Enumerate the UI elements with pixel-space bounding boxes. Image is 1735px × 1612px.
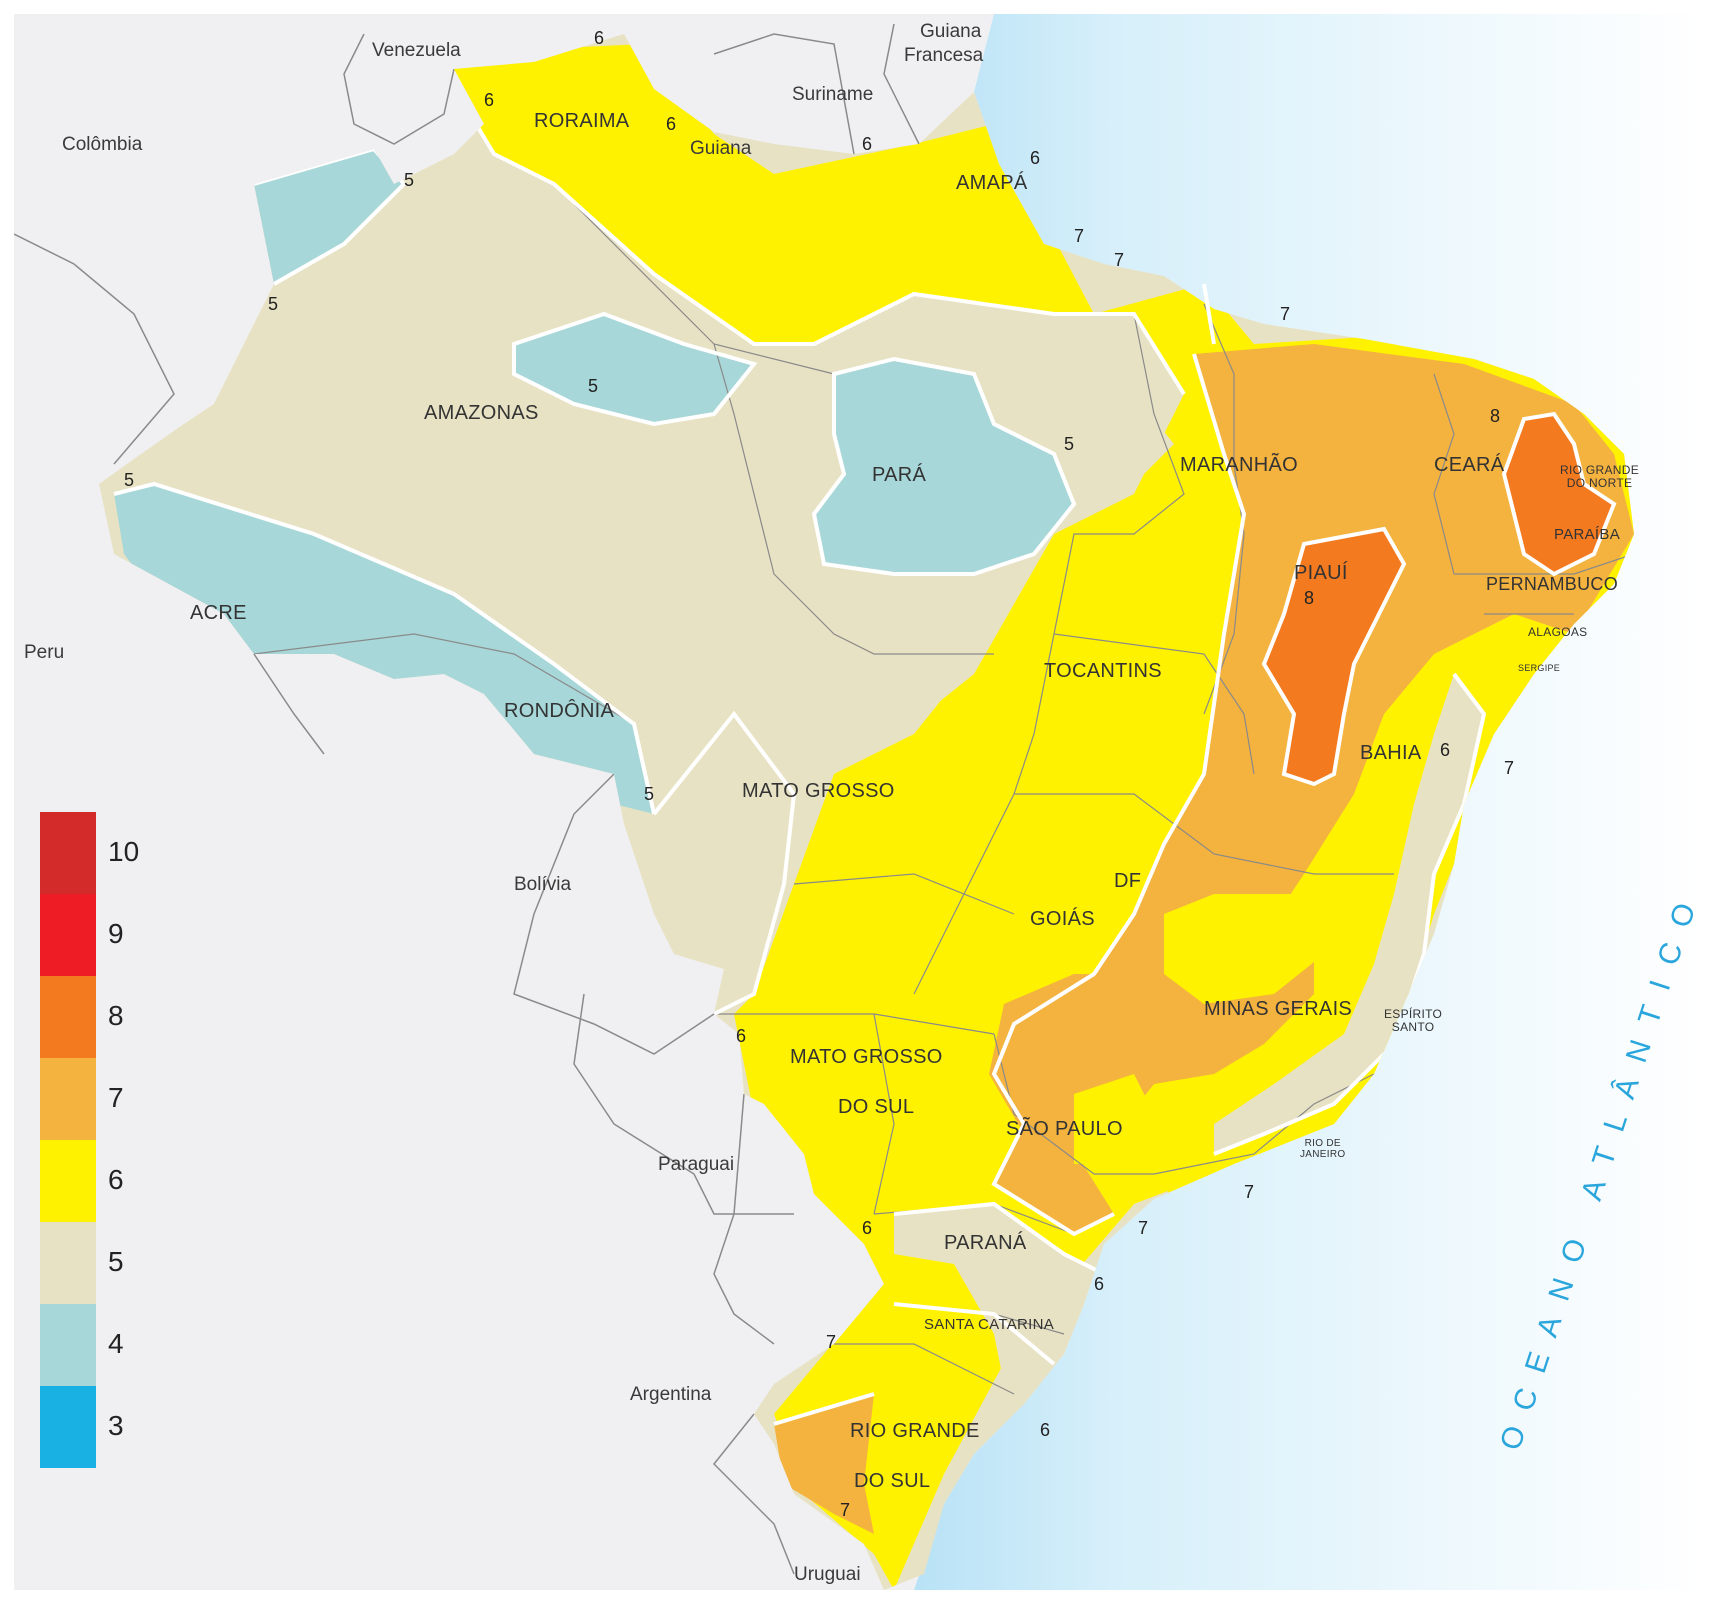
rj-line2: JANEIRO: [1300, 1149, 1346, 1160]
rgn-line1: RIO GRANDE: [1560, 463, 1640, 477]
map-canvas: [14, 14, 1704, 1590]
isoline-label: 6: [862, 1218, 873, 1238]
state-label-rio-grande-do-sul: RIO GRANDE DO SUL: [850, 1406, 980, 1506]
isoline-label: 6: [1030, 148, 1041, 168]
country-label-bolivia: Bolívia: [514, 874, 572, 895]
state-label-goias: GOIÁS: [1030, 908, 1095, 930]
country-label-uruguai: Uruguai: [794, 1564, 861, 1585]
isoline-label: 5: [1064, 434, 1075, 454]
isoline-label: 5: [268, 294, 279, 314]
state-label-mato-grosso: MATO GROSSO: [742, 780, 895, 802]
isoline-label: 5: [644, 784, 655, 804]
state-label-alagoas: ALAGOAS: [1528, 625, 1588, 639]
state-label-maranhao: MARANHÃO: [1180, 454, 1298, 476]
isoline-label: 5: [124, 470, 135, 490]
state-label-ceara: CEARÁ: [1434, 454, 1505, 476]
state-label-espirito-santo: ESPÍRITO SANTO: [1384, 1008, 1442, 1034]
isoline-label: 8: [1304, 588, 1315, 608]
isoline-label: 5: [404, 170, 415, 190]
ms-line2: DO SUL: [838, 1096, 915, 1118]
isoline-label: 6: [1040, 1420, 1051, 1440]
isoline-label: 6: [862, 134, 873, 154]
country-label-paraguai: Paraguai: [658, 1154, 735, 1175]
guiana-francesa-line2: Francesa: [904, 45, 984, 66]
state-label-bahia: BAHIA: [1360, 742, 1422, 764]
state-label-pernambuco: PERNAMBUCO: [1486, 574, 1619, 594]
legend-swatch-9: [40, 894, 96, 976]
legend-value-7: 7: [108, 1082, 124, 1113]
state-label-acre: ACRE: [190, 602, 247, 624]
isoline-label: 7: [1074, 226, 1085, 246]
legend-swatch-8: [40, 976, 96, 1058]
rj-line1: RIO DE: [1304, 1138, 1341, 1149]
state-label-df: DF: [1114, 870, 1142, 892]
legend-swatch-6: [40, 1140, 96, 1222]
state-label-amazonas: AMAZONAS: [424, 402, 539, 424]
country-label-suriname: Suriname: [792, 84, 874, 105]
state-label-para: PARÁ: [872, 464, 927, 486]
isoline-label: 7: [1138, 1218, 1149, 1238]
isoline-label: 7: [840, 1500, 851, 1520]
es-line1: ESPÍRITO: [1384, 1007, 1443, 1021]
isoline-label: 6: [666, 114, 677, 134]
state-label-sao-paulo: SÃO PAULO: [1006, 1118, 1123, 1140]
isoline-label: 6: [1094, 1274, 1105, 1294]
legend-swatch-4: [40, 1304, 96, 1386]
legend-value-8: 8: [108, 1000, 124, 1031]
state-label-mato-grosso-do-sul: MATO GROSSO DO SUL: [790, 1032, 943, 1132]
state-label-amapa: AMAPÁ: [956, 172, 1028, 194]
legend-value-3: 3: [108, 1410, 124, 1441]
state-label-rio-grande-do-norte: RIO GRANDE DO NORTE: [1560, 464, 1639, 490]
state-label-rio-de-janeiro: RIO DE JANEIRO: [1300, 1138, 1345, 1160]
legend-swatch-3: [40, 1386, 96, 1468]
legend-value-6: 6: [108, 1164, 124, 1195]
country-label-argentina: Argentina: [630, 1384, 712, 1405]
isoline-label: 7: [1504, 758, 1515, 778]
state-label-rondonia: RONDÔNIA: [504, 700, 615, 722]
isoline-label: 7: [826, 1332, 837, 1352]
state-label-minas-gerais: MINAS GERAIS: [1204, 998, 1353, 1020]
isoline-label: 7: [1280, 304, 1291, 324]
legend-swatch-10: [40, 812, 96, 894]
isoline-label: 5: [588, 376, 599, 396]
state-label-piaui: PIAUÍ: [1294, 562, 1348, 584]
rs-line1: RIO GRANDE: [850, 1420, 980, 1442]
isoline-label: 8: [1490, 406, 1501, 426]
state-label-parana: PARANÁ: [944, 1232, 1027, 1254]
isoline-label: 6: [594, 28, 605, 48]
country-label-colombia: Colômbia: [62, 134, 143, 155]
country-label-venezuela: Venezuela: [372, 40, 461, 61]
isoline-label: 7: [1114, 250, 1125, 270]
isoline-label: 6: [736, 1026, 747, 1046]
state-label-santa-catarina: SANTA CATARINA: [924, 1316, 1055, 1333]
country-label-peru: Peru: [24, 642, 65, 663]
map-frame: Venezuela Guiana Francesa Suriname Guian…: [14, 14, 1704, 1590]
isoline-label: 6: [484, 90, 495, 110]
isoline-label: 6: [1440, 740, 1451, 760]
rs-line2: DO SUL: [854, 1470, 931, 1492]
ms-line1: MATO GROSSO: [790, 1046, 943, 1068]
country-label-guiana-francesa: Guiana Francesa: [904, 20, 983, 68]
state-label-roraima: RORAIMA: [534, 110, 630, 132]
guiana-francesa-line1: Guiana: [920, 21, 982, 42]
legend-value-9: 9: [108, 918, 124, 949]
legend-value-5: 5: [108, 1246, 124, 1277]
legend-value-4: 4: [108, 1328, 124, 1359]
isoline-label: 7: [1244, 1182, 1255, 1202]
legend-value-10: 10: [108, 836, 140, 867]
rgn-line2: DO NORTE: [1566, 476, 1633, 490]
es-line2: SANTO: [1391, 1020, 1435, 1034]
country-label-guiana: Guiana: [690, 138, 752, 159]
legend-swatch-5: [40, 1222, 96, 1304]
state-label-tocantins: TOCANTINS: [1044, 660, 1162, 682]
legend-swatch-7: [40, 1058, 96, 1140]
state-label-paraiba: PARAÍBA: [1554, 526, 1621, 543]
state-label-sergipe: SERGIPE: [1518, 663, 1561, 673]
